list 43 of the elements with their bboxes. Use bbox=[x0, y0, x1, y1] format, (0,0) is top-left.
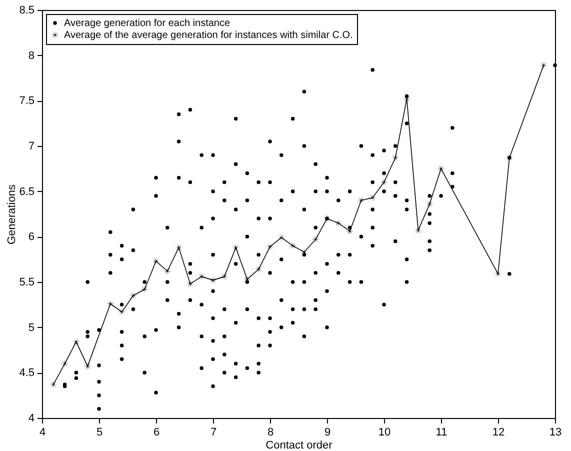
y-axis-title: Generations bbox=[6, 184, 18, 244]
y-tick-label: 4.5 bbox=[19, 367, 34, 380]
point bbox=[129, 291, 138, 300]
point bbox=[140, 285, 149, 294]
y-tick-label: 8.5 bbox=[19, 4, 34, 16]
y-tick-label: 7.5 bbox=[19, 95, 34, 108]
point bbox=[60, 359, 69, 368]
y-tick-label: 5 bbox=[28, 322, 34, 334]
point bbox=[357, 196, 366, 205]
point bbox=[539, 61, 548, 70]
point bbox=[346, 227, 354, 236]
x-tick-label: 12 bbox=[492, 426, 505, 438]
point bbox=[118, 308, 126, 316]
x-tick-label: 9 bbox=[324, 426, 331, 438]
x-tick-label: 8 bbox=[267, 426, 274, 438]
point bbox=[254, 265, 263, 274]
y-tick-label: 6 bbox=[28, 231, 34, 244]
point bbox=[106, 300, 115, 308]
point bbox=[414, 226, 422, 235]
point bbox=[83, 362, 92, 371]
x-axis-title: Contact order bbox=[266, 440, 333, 451]
y-tick-label: 7 bbox=[28, 140, 34, 152]
point bbox=[186, 280, 194, 288]
point bbox=[391, 154, 400, 162]
y-tick-label: 8 bbox=[28, 50, 34, 62]
point bbox=[368, 193, 377, 202]
legend-label: Average generation for each instance bbox=[64, 18, 230, 29]
x-tick-label: 13 bbox=[549, 426, 562, 438]
y-tick-label: 6.5 bbox=[19, 186, 34, 198]
y-tick-label: 5.5 bbox=[19, 276, 34, 288]
point bbox=[243, 275, 252, 284]
point bbox=[288, 242, 297, 250]
x-tick-label: 11 bbox=[436, 426, 448, 438]
x-tick-label: 5 bbox=[96, 426, 103, 438]
point bbox=[505, 154, 514, 162]
x-tick-label: 4 bbox=[39, 426, 46, 438]
x-tick-label: 10 bbox=[378, 426, 391, 438]
y-tick-label: 4 bbox=[28, 412, 34, 424]
x-tick-label: 6 bbox=[153, 426, 160, 438]
point bbox=[163, 266, 172, 276]
x-tick-label: 7 bbox=[210, 426, 217, 438]
point bbox=[72, 338, 80, 346]
legend-label: Average of the average generation for instances with similar C.O. bbox=[64, 30, 353, 41]
